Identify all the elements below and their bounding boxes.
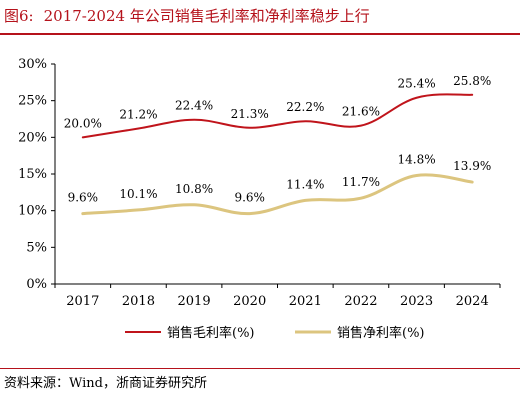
data-label: 21.2% [119, 108, 157, 122]
data-label: 25.4% [398, 77, 436, 91]
data-label: 9.6% [234, 191, 265, 205]
data-label: 10.1% [119, 187, 157, 201]
x-tick-label: 2022 [344, 294, 377, 309]
data-label: 11.7% [342, 175, 380, 189]
data-label: 21.6% [342, 105, 380, 119]
line-chart: 0% 5% 10% 15% 20% 25% 30% 2017 2018 2019 2020 2021 2… [18, 57, 501, 341]
x-tick-label: 2018 [122, 294, 155, 309]
y-tick-label: 10% [18, 204, 47, 219]
y-tick-label: 20% [18, 130, 47, 145]
data-label: 22.2% [286, 100, 324, 114]
x-tick-label: 2020 [233, 294, 266, 309]
data-label: 13.9% [453, 159, 491, 173]
y-tick-label: 15% [18, 167, 47, 182]
data-label: 21.3% [231, 107, 269, 121]
data-label: 10.8% [175, 182, 213, 196]
legend-label: 销售净利率(%) [337, 325, 425, 341]
figure-title-text: 2017-2024 年公司销售毛利率和净利率稳步上行 [43, 7, 370, 25]
y-tick-label: 5% [26, 240, 47, 255]
source-note: 资料来源：Wind，浙商证券研究所 [4, 376, 207, 391]
data-label: 9.6% [68, 191, 99, 205]
title-rule [0, 33, 520, 35]
data-labels: 20.0% 21.2% 22.4% 21.3% 22.2% 21.6% 25.4% 25.8%… [64, 74, 492, 205]
data-label: 25.8% [453, 74, 491, 88]
chart-legend: 销售毛利率(%) 销售净利率(%) [125, 325, 425, 341]
x-tick-label: 2017 [66, 294, 99, 309]
chart-series [81, 93, 474, 216]
data-label: 22.4% [175, 99, 213, 113]
x-tick-label: 2024 [456, 294, 489, 309]
data-label: 11.4% [286, 177, 324, 191]
data-label: 14.8% [398, 152, 436, 166]
series-line-1 [81, 93, 474, 139]
source-rule [0, 368, 520, 369]
y-tick-label: 0% [26, 277, 47, 292]
x-tick-label: 2023 [400, 294, 433, 309]
figure-number: 图6: [4, 7, 34, 25]
chart-axes: 0% 5% 10% 15% 20% 25% 30% 2017 2018 2019 2020 2021 2… [18, 57, 501, 309]
x-tick-label: 2019 [178, 294, 211, 309]
y-tick-label: 25% [18, 94, 47, 109]
x-tick-label: 2021 [289, 294, 322, 309]
y-tick-label: 30% [18, 57, 47, 72]
data-label: 20.0% [64, 116, 102, 130]
figure-title: 图6: 2017-2024 年公司销售毛利率和净利率稳步上行 [4, 6, 370, 26]
legend-label: 销售毛利率(%) [167, 325, 255, 341]
series-line-2 [81, 173, 474, 216]
